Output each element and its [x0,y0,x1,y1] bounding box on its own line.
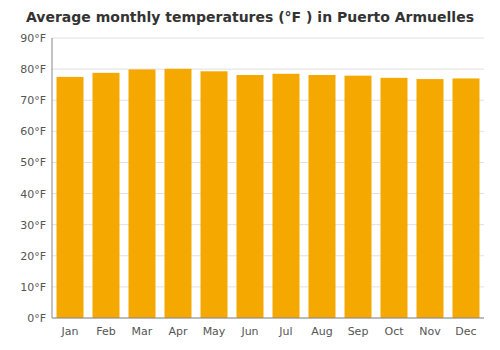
x-axis: Jan Feb Mar Apr May Jun Jul Aug Sep Oct Nov Dec [52,38,484,338]
x-tick-label: Dec [455,325,476,338]
title: Average monthly temperatures (°F ) in Pu… [26,9,474,25]
x-tick-label: Feb [96,325,115,338]
y-tick-label: 0°F [27,312,46,325]
bar [273,74,300,318]
x-tick-label: Nov [419,325,441,338]
grid-line [52,318,484,319]
y-axis-line [52,38,53,318]
x-tick-label: Jul [278,325,292,338]
bar [93,73,120,318]
bar [309,75,336,318]
x-tick-label: Mar [132,325,153,338]
y-tick-label: 30°F [20,219,46,232]
x-axis-line [52,318,484,319]
chart: Average monthly temperatures (°F ) in Pu… [0,0,500,350]
y-tick-label: 20°F [20,250,46,263]
x-tick-label: Oct [384,325,404,338]
x-tick-label: May [203,325,226,338]
y-tick-label: 80°F [20,63,46,76]
x-tick-label: Jan [61,325,79,338]
bar [345,76,372,318]
y-tick-label: 40°F [20,188,46,201]
x-tick-label: Sep [348,325,369,338]
grid-line [52,69,484,70]
y-axis: 0°F 10°F 20°F 30°F 40°F 50°F 60°F 70°F 80°F 90°F [20,32,46,325]
grid [52,38,484,318]
bar [129,69,156,318]
chart-container: Average monthly temperatures (°F ) in Pu… [0,0,500,350]
bar [57,77,84,318]
grid-line [52,38,484,39]
y-tick-label: 60°F [20,125,46,138]
x-tick-label: Jun [240,325,258,338]
bar [453,78,480,318]
y-tick-label: 10°F [20,281,46,294]
y-tick-label: 90°F [20,32,46,45]
y-tick-label: 50°F [20,156,46,169]
y-tick-label: 70°F [20,94,46,107]
bar [165,69,192,318]
bar [381,78,408,318]
bar [237,75,264,318]
page: {"chart_data": {"type": "bar", "title": … [0,0,500,350]
bars [57,69,480,318]
bar [201,71,228,318]
x-tick-label: Apr [168,325,188,338]
x-tick-label: Aug [311,325,332,338]
bar [417,79,444,318]
